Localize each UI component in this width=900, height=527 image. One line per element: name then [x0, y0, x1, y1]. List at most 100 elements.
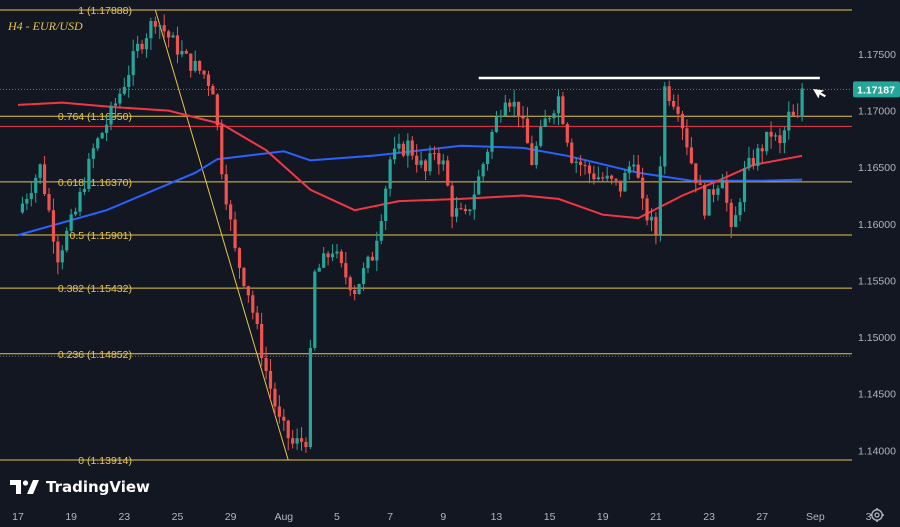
candle-bullish: [756, 148, 760, 166]
candle-bullish: [481, 164, 485, 177]
candle-bearish: [56, 241, 60, 263]
candle-bearish: [672, 100, 676, 107]
candle-bullish: [73, 211, 78, 215]
candle-bullish: [144, 38, 149, 50]
candle-bearish: [255, 312, 259, 325]
time-axis-tick: Sep: [806, 511, 825, 523]
candle-bullish: [180, 51, 184, 55]
candle-bullish: [747, 157, 751, 169]
candle-bullish: [485, 151, 490, 165]
resistance-line: [478, 76, 826, 99]
time-axis-tick: 25: [172, 511, 184, 523]
candle-bearish: [676, 106, 680, 114]
candle-bullish: [113, 103, 118, 106]
candle-bearish: [508, 102, 512, 107]
candle-bearish: [229, 204, 233, 220]
time-axis-tick: 23: [703, 511, 715, 523]
candle-bullish: [82, 188, 87, 192]
gear-icon[interactable]: [869, 507, 885, 523]
candle-bullish: [623, 172, 627, 192]
candle-bearish: [211, 85, 215, 95]
cursor-arrow-icon: [813, 89, 826, 99]
candle-bearish: [246, 286, 250, 296]
time-axis-tick: 27: [756, 511, 768, 523]
candle-bullish: [375, 240, 379, 261]
candle-bearish: [694, 163, 698, 184]
candle-bearish: [304, 441, 308, 448]
candle-bullish: [419, 160, 423, 165]
candle-bearish: [215, 94, 219, 126]
time-axis-tick: 5: [334, 511, 340, 523]
candle-bullish: [317, 267, 321, 272]
candle-bullish: [379, 221, 383, 241]
candle-bullish: [782, 130, 786, 144]
candle-bearish: [729, 202, 733, 227]
candle-bearish: [583, 165, 587, 167]
candle-bearish: [233, 219, 237, 249]
candle-bullish: [335, 251, 339, 254]
candle-bearish: [410, 140, 414, 156]
candle-bearish: [326, 253, 330, 258]
candle-bullish: [716, 188, 720, 195]
candle-bullish: [605, 175, 609, 179]
candle-bullish: [149, 21, 153, 39]
candle-bullish: [468, 209, 472, 212]
candle-bearish: [51, 210, 56, 242]
candle-bearish: [450, 185, 454, 217]
candle-bearish: [423, 160, 428, 172]
tradingview-brand[interactable]: TradingView: [10, 478, 150, 496]
time-axis-tick: 13: [491, 511, 503, 523]
candle-bullish: [649, 216, 654, 221]
candle-bearish: [162, 25, 166, 32]
price-axis-tick: 1.16000: [858, 219, 896, 231]
candle-bullish: [503, 102, 507, 116]
fib-trend-line: [154, 9, 289, 461]
candle-bearish: [446, 160, 450, 186]
candle-bearish: [689, 147, 693, 164]
candle-bullish: [406, 140, 410, 156]
candle-bearish: [437, 153, 441, 165]
time-axis-tick: 23: [118, 511, 130, 523]
candle-bearish: [184, 51, 188, 54]
candle-bullish: [127, 75, 131, 88]
candle-bearish: [206, 74, 211, 86]
time-axis-tick: 19: [597, 511, 609, 523]
candle-bullish: [773, 135, 778, 137]
trend-line: [154, 9, 289, 461]
time-axis-tick: 15: [544, 511, 556, 523]
candle-bearish: [565, 124, 569, 143]
candle-bullish: [322, 253, 326, 268]
candle-bearish: [680, 113, 685, 129]
time-axis-tick: 3: [866, 511, 872, 523]
candle-bearish: [769, 131, 773, 137]
candle-bullish: [136, 43, 140, 52]
candle-bullish: [552, 113, 556, 119]
candle-bearish: [153, 21, 157, 27]
candle-bullish: [366, 256, 370, 269]
brand-name: TradingView: [46, 478, 150, 496]
candle-bearish: [344, 263, 348, 278]
candle-bearish: [703, 185, 707, 216]
candle-bearish: [251, 295, 255, 313]
candle-bearish: [521, 116, 525, 119]
candle-bearish: [339, 251, 343, 264]
candle-bearish: [525, 118, 530, 144]
candle-bullish: [512, 101, 516, 107]
fib-label: 0 (1.13914): [78, 455, 132, 467]
candle-bullish: [87, 158, 91, 189]
candle-bullish: [397, 143, 401, 149]
candle-bullish: [596, 177, 600, 180]
candle-bullish: [357, 284, 361, 294]
candle-bullish: [158, 25, 162, 27]
candle-bullish: [122, 87, 126, 94]
candle-bearish: [432, 153, 437, 155]
candle-bullish: [131, 51, 135, 76]
candle-bearish: [698, 183, 702, 186]
candle-bullish: [627, 166, 631, 173]
candle-bearish: [198, 60, 202, 71]
fib-label: 0.236 (1.14852): [58, 349, 132, 361]
candle-bullish: [734, 215, 738, 227]
candle-bullish: [78, 191, 82, 212]
candle-bearish: [401, 143, 406, 156]
